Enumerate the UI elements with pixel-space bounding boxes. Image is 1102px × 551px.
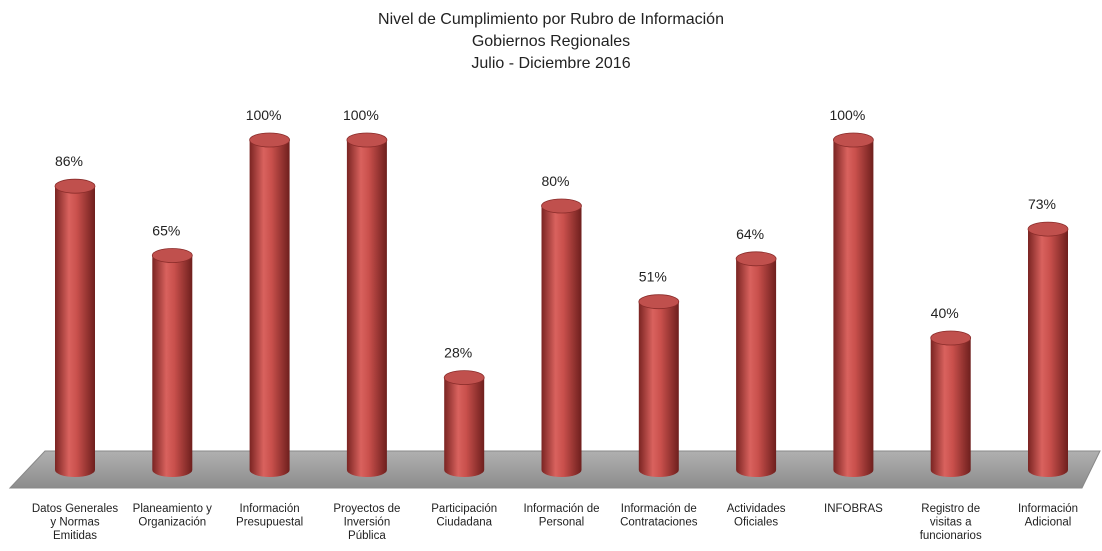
x-tick-label-line: Contrataciones	[620, 517, 698, 529]
x-tick-label-line: Participación	[431, 503, 497, 515]
bar	[541, 206, 582, 478]
x-tick-label: Actividades Oficiales	[727, 503, 786, 529]
x-tick-label-line: Pública	[348, 530, 386, 542]
data-label: 100%	[343, 107, 379, 123]
x-tick-label-line: Planeamiento y	[133, 503, 213, 515]
x-tick-label: Registro de visitas a funcionarios	[920, 503, 982, 542]
bar	[1028, 229, 1068, 477]
x-tick-label-line: Datos Generales	[32, 503, 119, 515]
x-tick-label: Información Presupuestal	[236, 503, 303, 529]
bar	[249, 140, 290, 478]
x-tick-label-line: Inversión	[344, 517, 391, 529]
x-tick-label-line: Registro de	[921, 503, 980, 515]
x-tick-label-line: Oficiales	[734, 517, 778, 529]
bar	[833, 140, 874, 478]
x-tick-label-line: Organización	[138, 517, 206, 529]
bar-top	[735, 251, 777, 267]
bar	[444, 377, 485, 478]
data-label: 28%	[444, 345, 472, 361]
x-tick-label-line: Actividades	[727, 503, 786, 515]
data-label: 65%	[152, 223, 180, 239]
bar-top	[1027, 221, 1069, 237]
chart-subtitle: Gobiernos Regionales	[472, 33, 630, 50]
data-label: 100%	[829, 107, 865, 123]
x-tick-label-line: Información de	[523, 503, 599, 515]
x-tick-label-line: y Normas	[50, 517, 99, 529]
bar-top	[930, 330, 972, 346]
bar	[930, 338, 971, 478]
bar-top	[443, 370, 485, 386]
x-tick-label-line: Personal	[539, 517, 584, 529]
x-tick-label-line: visitas a	[930, 517, 972, 529]
x-tick-label: Información Adicional	[1018, 503, 1078, 529]
bar-top	[151, 248, 193, 263]
x-tick-label-line: Adicional	[1025, 517, 1072, 529]
x-tick-label-line: funcionarios	[920, 530, 982, 542]
x-tick-label-line: Ciudadana	[436, 517, 492, 529]
bar	[346, 140, 387, 478]
x-tick-label-line: Información	[240, 503, 300, 515]
x-tick-label: INFOBRAS	[824, 503, 883, 515]
data-label: 80%	[541, 173, 569, 189]
bar-top	[638, 294, 680, 310]
data-label: 51%	[639, 269, 667, 285]
x-tick-label: Información de Personal	[523, 503, 599, 529]
data-label: 40%	[931, 305, 959, 321]
data-label: 86%	[55, 153, 83, 169]
bar-top	[54, 178, 96, 194]
chart-title: Nivel de Cumplimiento por Rubro de Infor…	[378, 11, 724, 28]
x-tick-label: Información de Contrataciones	[620, 503, 698, 529]
x-tick-label-line: Emitidas	[53, 530, 97, 542]
x-tick-label-line: Información de	[621, 503, 697, 515]
data-label: 64%	[736, 226, 764, 242]
bar	[638, 301, 679, 477]
x-tick-label-line: INFOBRAS	[824, 503, 883, 515]
chart-subtitle: Julio - Diciembre 2016	[471, 55, 630, 72]
x-tick-label-line: Proyectos de	[333, 503, 400, 515]
bar-top	[833, 132, 874, 148]
x-tick-label: Datos Generales y Normas Emitidas	[32, 503, 119, 542]
x-tick-label: Proyectos de Inversión Pública	[333, 503, 400, 542]
data-label: 100%	[246, 107, 282, 123]
bar-top	[541, 198, 582, 214]
bar-top	[249, 132, 291, 148]
x-tick-label: Participación Ciudadana	[431, 503, 497, 529]
x-tick-label: Planeamiento y Organización	[133, 503, 213, 529]
bar	[736, 258, 777, 478]
x-tick-label-line: Presupuestal	[236, 517, 303, 529]
x-tick-label-line: Información	[1018, 503, 1078, 515]
bar-top	[346, 132, 388, 148]
bar	[152, 255, 193, 478]
data-label: 73%	[1028, 196, 1056, 212]
bar	[55, 186, 95, 477]
